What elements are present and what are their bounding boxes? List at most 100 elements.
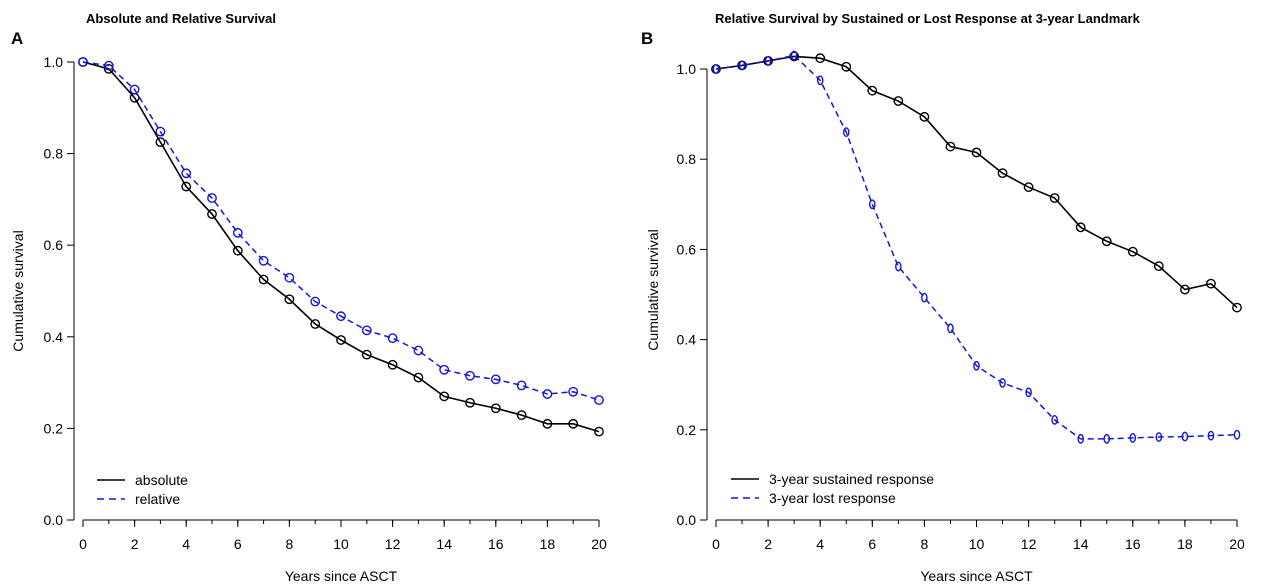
- data-point: [1049, 193, 1060, 203]
- data-point: [919, 111, 930, 122]
- data-point: [1207, 430, 1215, 441]
- legend-label: 3-year lost response: [769, 490, 896, 506]
- x-tick-label: 16: [488, 536, 504, 552]
- data-point: [921, 292, 928, 303]
- data-point: [1025, 387, 1032, 398]
- data-point: [790, 50, 798, 61]
- x-axis-label: Years since ASCT: [285, 568, 398, 584]
- data-point: [1127, 246, 1138, 257]
- x-tick-label: 12: [1021, 536, 1037, 552]
- data-point: [232, 245, 243, 256]
- data-point: [336, 311, 346, 322]
- x-tick-label: 2: [131, 536, 139, 552]
- data-point: [78, 57, 88, 67]
- legend-label: 3-year sustained response: [769, 471, 934, 487]
- data-point: [1103, 433, 1111, 444]
- data-point: [258, 274, 269, 285]
- x-tick-label: 12: [385, 536, 401, 552]
- data-point: [490, 403, 501, 414]
- data-point: [413, 345, 424, 356]
- x-tick-label: 6: [868, 536, 876, 552]
- series-line-1: [82, 61, 600, 433]
- y-tick-label: 0.2: [44, 420, 64, 436]
- data-point: [842, 127, 850, 138]
- data-point: [181, 181, 192, 192]
- data-point: [1155, 432, 1163, 442]
- x-tick-label: 6: [234, 536, 242, 552]
- y-tick-label: 0.6: [677, 241, 697, 257]
- data-point: [1181, 431, 1189, 442]
- data-point: [816, 75, 824, 86]
- y-tick-label: 0.2: [677, 422, 697, 438]
- panel-a: Absolute and Relative Survival A 0 2 4 6 8 10 12…: [10, 11, 607, 584]
- legend: 3-year sustained response 3-year lost res…: [731, 471, 934, 506]
- data-point: [207, 193, 217, 203]
- panel-label: A: [11, 29, 23, 48]
- data-point: [1051, 414, 1058, 425]
- y-tick-label: 0.0: [677, 512, 697, 528]
- data-point: [284, 294, 295, 305]
- y-tick-label: 0.4: [44, 329, 64, 345]
- x-tick-label: 18: [1177, 536, 1193, 552]
- data-point: [1077, 433, 1084, 444]
- data-point: [542, 418, 553, 429]
- data-point: [594, 426, 604, 437]
- data-point: [129, 84, 140, 95]
- data-point: [465, 370, 475, 381]
- series-line-1: [715, 55, 1238, 309]
- y-tick-label: 1.0: [44, 54, 64, 70]
- data-point: [568, 386, 579, 397]
- x-tick-label: 16: [1125, 536, 1141, 552]
- data-point: [310, 319, 321, 329]
- data-point: [232, 227, 243, 238]
- panel-b: Relative Survival by Sustained or Lost R…: [641, 11, 1245, 584]
- data-point: [1153, 261, 1164, 271]
- legend: absolute relative: [97, 472, 188, 507]
- data-point: [841, 61, 852, 72]
- data-point: [103, 60, 114, 71]
- y-tick-label: 1.0: [677, 61, 697, 77]
- data-point: [594, 395, 604, 405]
- y-tick-label: 0.8: [677, 151, 697, 167]
- x-tick-label: 4: [816, 536, 824, 552]
- series-line-2: [715, 54, 1238, 440]
- data-point: [867, 85, 878, 96]
- data-point: [465, 397, 475, 408]
- y-axis-label: Cumulative survival: [645, 229, 661, 350]
- data-point: [1232, 302, 1242, 313]
- data-point: [1129, 433, 1137, 443]
- y-tick-label: 0.0: [44, 512, 64, 528]
- x-tick-label: 0: [712, 536, 720, 552]
- data-point: [1233, 429, 1241, 440]
- chart-title: Absolute and Relative Survival: [86, 11, 276, 26]
- series-line-2: [82, 61, 600, 401]
- data-point: [999, 378, 1006, 388]
- data-point: [973, 360, 980, 371]
- data-point: [738, 60, 746, 71]
- data-point: [361, 349, 372, 360]
- data-point: [1075, 222, 1086, 233]
- legend-label: absolute: [135, 472, 188, 488]
- data-point: [516, 410, 527, 421]
- data-point: [490, 374, 501, 385]
- data-point: [764, 56, 772, 66]
- x-tick-label: 2: [764, 536, 772, 552]
- x-tick-label: 20: [591, 536, 607, 552]
- data-point: [1023, 182, 1034, 193]
- data-point: [568, 418, 579, 429]
- data-point: [310, 296, 321, 307]
- data-point: [997, 168, 1008, 179]
- data-point: [1101, 236, 1112, 247]
- x-tick-label: 8: [921, 536, 929, 552]
- x-tick-label: 10: [333, 536, 349, 552]
- data-point: [284, 272, 295, 283]
- data-point: [893, 96, 904, 106]
- data-point: [1180, 284, 1190, 295]
- data-point: [945, 141, 956, 152]
- data-point: [155, 126, 166, 137]
- y-axis-label: Cumulative survival: [10, 230, 26, 351]
- data-point: [258, 255, 269, 266]
- x-axis-label: Years since ASCT: [920, 568, 1033, 584]
- x-tick-label: 4: [182, 536, 190, 552]
